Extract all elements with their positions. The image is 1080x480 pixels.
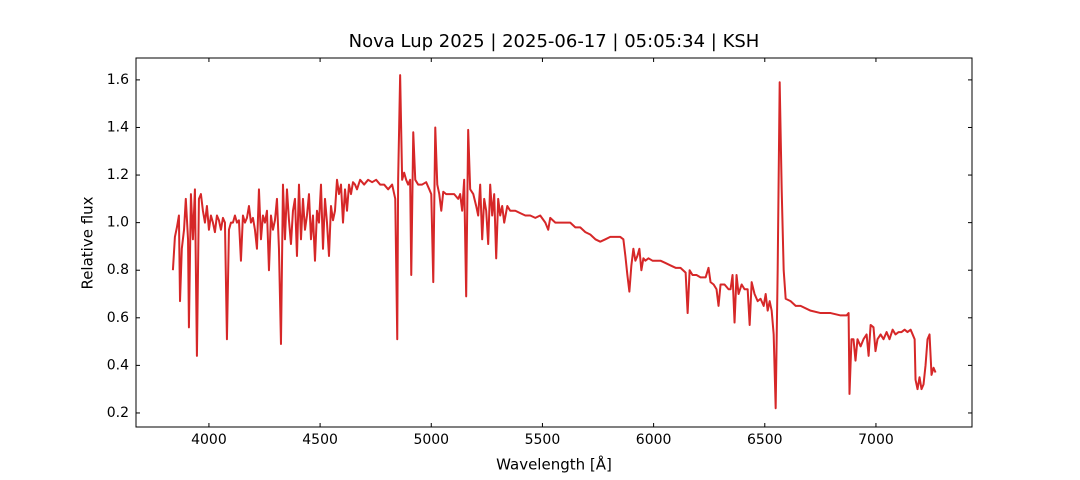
y-tick-label: 1.0 — [107, 215, 129, 231]
y-tick-label: 0.2 — [107, 405, 129, 421]
chart-title: Nova Lup 2025 | 2025-06-17 | 05:05:34 | … — [349, 31, 760, 52]
x-tick-label: 4000 — [191, 432, 227, 448]
x-tick-label: 6000 — [636, 432, 672, 448]
y-tick-label: 0.6 — [107, 310, 129, 326]
y-tick-label: 1.6 — [107, 72, 129, 88]
x-tick-label: 7000 — [858, 432, 894, 448]
y-axis-label: Relative flux — [79, 196, 97, 289]
x-tick-label: 6500 — [747, 432, 783, 448]
y-tick-label: 1.2 — [107, 167, 129, 183]
x-axis-label: Wavelength [Å] — [496, 455, 612, 474]
y-tick-label: 1.4 — [107, 119, 129, 135]
x-tick-label: 5500 — [525, 432, 561, 448]
y-tick-label: 0.4 — [107, 357, 129, 373]
x-tick-label: 4500 — [302, 432, 338, 448]
plot-frame — [135, 57, 973, 428]
y-tick-label: 0.8 — [107, 262, 129, 278]
x-tick-label: 5000 — [413, 432, 449, 448]
spectrum-line — [171, 74, 937, 410]
